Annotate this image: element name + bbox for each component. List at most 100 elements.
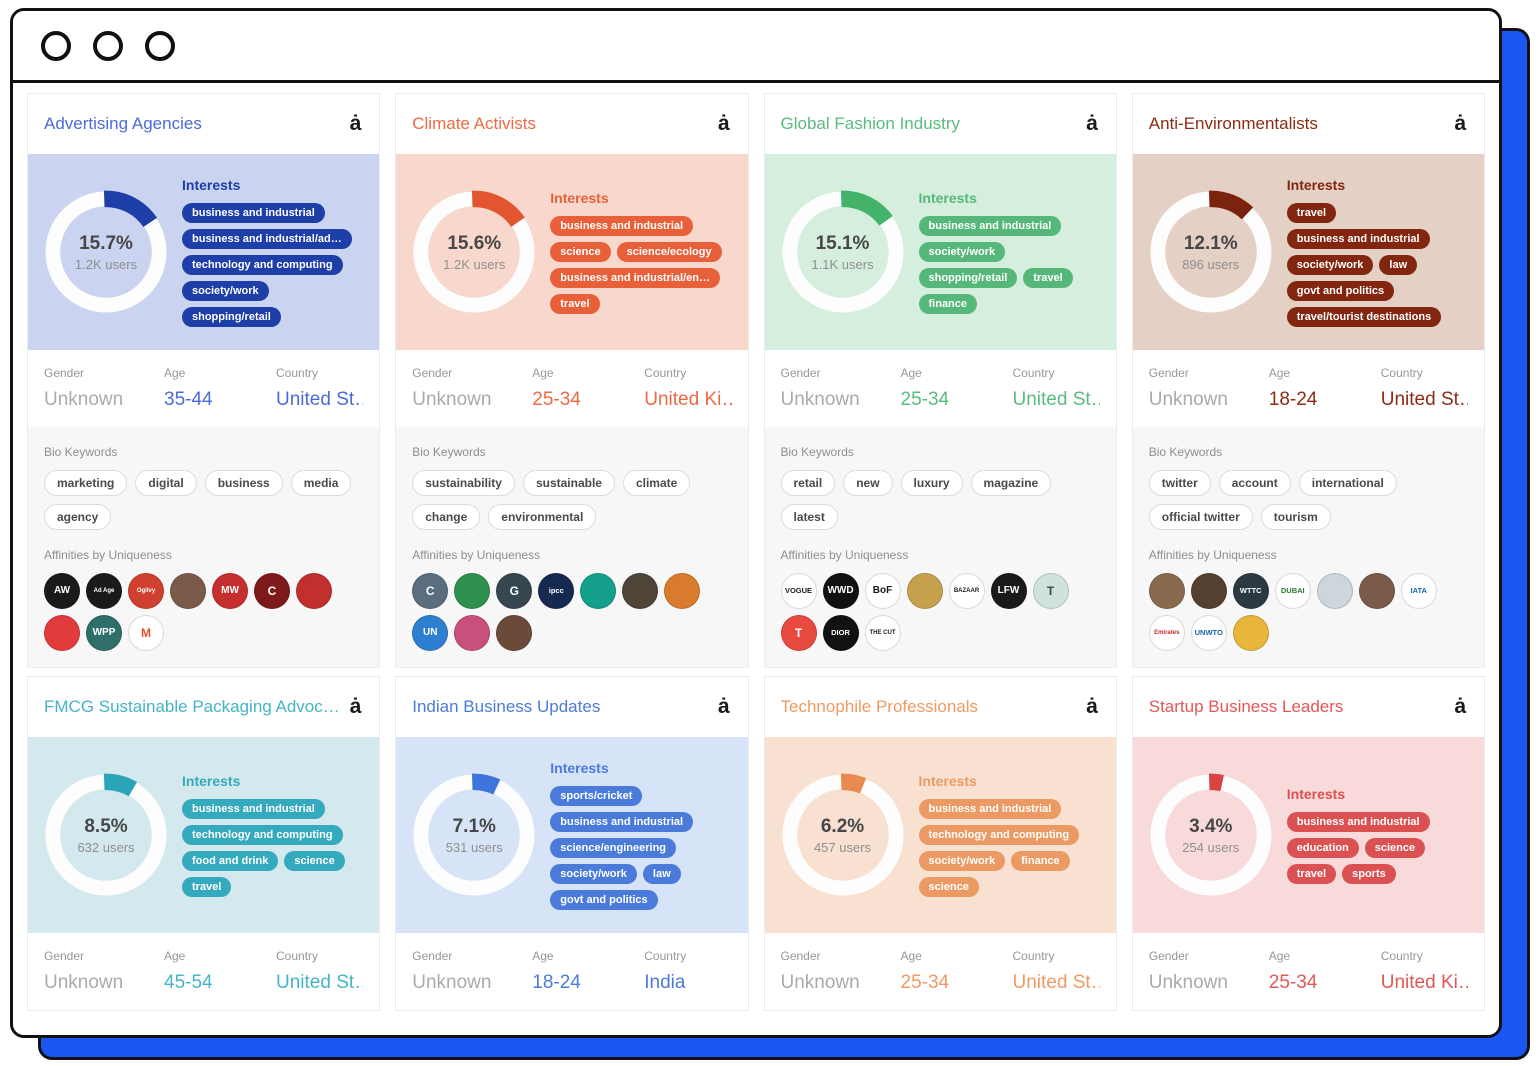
bio-keyword-tag: retail	[780, 470, 836, 496]
affinity-logo[interactable]	[170, 573, 206, 609]
gender-value: Unknown	[44, 972, 124, 993]
gender-column: Gender Unknown	[44, 366, 164, 411]
country-label: Country	[1012, 366, 1055, 380]
affinity-logo[interactable]: C	[412, 573, 449, 609]
interests-block: Interests business and industrial educati…	[1286, 786, 1472, 884]
interests-heading: Interests	[918, 190, 977, 206]
affinity-logo[interactable]: WTTC	[1232, 573, 1269, 609]
affinity-logo[interactable]: WWD	[822, 573, 859, 609]
affinity-logo[interactable]: LFW	[990, 573, 1027, 609]
card-summary-section: 8.5% 632 users Interests business and in…	[28, 737, 380, 933]
audience-icon[interactable]: ȧ	[1454, 112, 1466, 135]
interest-tag: science	[1364, 838, 1426, 858]
affinity-logo[interactable]	[622, 573, 659, 609]
users-count: 531 users	[445, 839, 503, 855]
affinity-logo[interactable]: C	[254, 573, 290, 609]
demographics-row: Gender Unknown Age 25-34 Country United …	[396, 350, 748, 427]
country-label: Country	[276, 366, 319, 380]
affinity-logo[interactable]: UN	[412, 615, 449, 651]
affinity-logo[interactable]: T	[780, 615, 817, 651]
donut-center: 3.4% 254 users	[1149, 773, 1273, 897]
demographics-row: Gender Unknown Age 25-34 Country United …	[764, 350, 1116, 427]
country-value: United St…	[1380, 389, 1468, 410]
affinity-logo[interactable]	[454, 615, 491, 651]
demographics-row: Gender Unknown Age 45-54 Country United …	[28, 933, 380, 1010]
audience-icon[interactable]: ȧ	[1086, 695, 1098, 718]
gender-column: Gender Unknown	[412, 949, 532, 994]
bio-keywords-label: Bio Keywords	[412, 445, 486, 459]
affinity-logo[interactable]: WPP	[86, 615, 122, 651]
affinity-logo[interactable]: DUBAI	[1274, 573, 1311, 609]
bio-keyword-tag: climate	[622, 470, 691, 496]
card-summary-section: 7.1% 531 users Interests sports/cricket b…	[396, 737, 748, 933]
donut-chart: 7.1% 531 users	[412, 773, 536, 897]
affinity-logo[interactable]: IATA	[1400, 573, 1437, 609]
affinities-list: AW Ad Age Ogilvy MW C WPP M	[44, 573, 363, 651]
bio-keywords-list: retail new luxury magazine latest	[780, 470, 1100, 530]
affinity-logo[interactable]: MW	[212, 573, 248, 609]
affinity-logo[interactable]	[496, 615, 533, 651]
card-summary-section: 15.7% 1.2K users Interests business and …	[28, 154, 380, 350]
affinity-logo[interactable]: DIOR	[822, 615, 859, 651]
affinity-logo[interactable]	[580, 573, 617, 609]
affinity-logo[interactable]: Ad Age	[86, 573, 122, 609]
interests-block: Interests sports/cricket business and ind…	[550, 760, 735, 910]
affinity-logo[interactable]: T	[1032, 573, 1069, 609]
affinity-logo[interactable]	[1358, 573, 1395, 609]
affinity-logo[interactable]: BoF	[864, 573, 901, 609]
window-control-maximize-button[interactable]	[145, 30, 175, 61]
affinity-logo[interactable]: Emirates	[1148, 615, 1185, 651]
affinity-logo[interactable]	[1316, 573, 1353, 609]
window-control-close-button[interactable]	[41, 30, 71, 61]
percent-value: 7.1%	[452, 815, 496, 837]
interest-tag: science/engineering	[550, 838, 677, 858]
affinity-logo[interactable]: VOGUE	[780, 573, 817, 609]
affinity-logo[interactable]	[1190, 573, 1227, 609]
interest-tag: shopping/retail	[918, 268, 1018, 288]
affinity-logo[interactable]	[1232, 615, 1269, 651]
affinity-logo[interactable]	[1148, 573, 1185, 609]
audience-icon[interactable]: ȧ	[349, 112, 362, 135]
bio-keyword-tag: sustainability	[412, 470, 515, 496]
audience-icon[interactable]: ȧ	[1454, 695, 1466, 718]
affinity-logo[interactable]: AW	[44, 573, 80, 609]
country-column: Country United St…	[276, 949, 363, 994]
affinity-logo[interactable]: Ogilvy	[128, 573, 164, 609]
affinity-logo[interactable]: THE CUT	[864, 615, 901, 651]
card-header: FMCG Sustainable Packaging Advocates ȧ	[28, 677, 379, 737]
audience-icon[interactable]: ȧ	[1086, 112, 1098, 135]
gender-value: Unknown	[412, 389, 492, 410]
affinity-logo[interactable]: BAZAAR	[948, 573, 985, 609]
bio-keywords-label: Bio Keywords	[1148, 445, 1223, 459]
card-header: Startup Business Leaders ȧ	[1133, 677, 1484, 737]
donut-svg	[44, 190, 168, 314]
country-column: Country United St…	[1013, 366, 1100, 411]
affinity-logo[interactable]: G	[496, 573, 533, 609]
bio-keyword-tag: luxury	[900, 470, 963, 496]
gender-column: Gender Unknown	[781, 366, 901, 411]
gender-label: Gender	[412, 949, 453, 963]
affinity-logo[interactable]	[44, 615, 80, 651]
gender-label: Gender	[44, 366, 85, 380]
interest-tag: technology and computing	[182, 255, 343, 275]
bio-section: Bio Keywords sustainability sustainable cl…	[396, 427, 748, 667]
card-summary-section: 15.6% 1.2K users Interests business and …	[396, 154, 748, 350]
interest-tag: society/work	[182, 281, 269, 301]
window-control-minimize-button[interactable]	[93, 30, 123, 61]
audience-icon[interactable]: ȧ	[717, 112, 730, 135]
affinity-logo[interactable]: M	[128, 615, 164, 651]
age-column: Age 45-54	[164, 949, 276, 994]
interest-tag: finance	[1011, 851, 1070, 871]
donut-svg	[44, 773, 168, 897]
interests-list: sports/cricket business and industrial sci…	[550, 786, 735, 910]
affinity-logo[interactable]: UNWTO	[1190, 615, 1227, 651]
affinity-logo[interactable]	[906, 573, 943, 609]
card-title: Climate Activists	[412, 114, 536, 133]
affinity-logo[interactable]	[296, 573, 332, 609]
audience-icon[interactable]: ȧ	[349, 695, 362, 718]
affinity-logo[interactable]: ipcc	[538, 573, 575, 609]
affinity-logo[interactable]	[664, 573, 701, 609]
affinity-logo[interactable]	[454, 573, 491, 609]
interest-tag: society/work	[918, 851, 1006, 871]
audience-icon[interactable]: ȧ	[717, 695, 730, 718]
